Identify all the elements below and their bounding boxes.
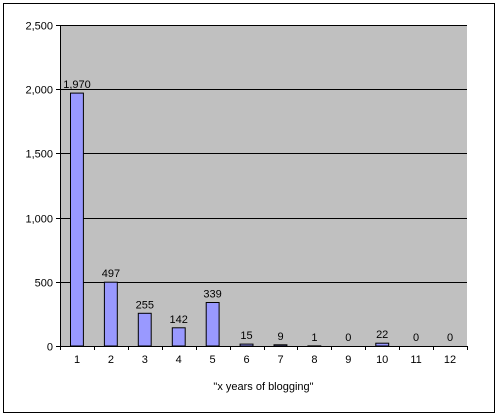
bar <box>273 344 288 347</box>
data-label: 142 <box>170 314 188 326</box>
y-tick-label: 1,000 <box>25 214 53 226</box>
x-tick-label: 8 <box>311 354 317 366</box>
y-tick-label: 2,000 <box>25 85 53 97</box>
gridlines <box>60 25 467 283</box>
x-axis-title: "x years of blogging" <box>213 381 313 393</box>
bar <box>375 342 390 347</box>
x-tick-label: 4 <box>176 354 182 366</box>
x-tick-label: 2 <box>108 354 114 366</box>
data-label: 1 <box>311 332 317 344</box>
data-label: 0 <box>447 332 453 344</box>
bar <box>103 281 118 347</box>
data-label: 0 <box>345 332 351 344</box>
bar <box>239 343 254 347</box>
axes <box>56 25 468 350</box>
bar <box>70 92 84 347</box>
plot-area <box>60 25 467 346</box>
y-tick-label: 500 <box>35 278 53 290</box>
x-tick-label: 3 <box>142 354 148 366</box>
y-tick-label: 2,500 <box>25 21 53 33</box>
x-tick-label: 6 <box>243 354 249 366</box>
data-labels: 1,970 497 255 142 339 15 9 1 0 22 0 0 <box>63 79 453 344</box>
data-label: 1,970 <box>63 79 91 91</box>
data-label: 255 <box>136 299 154 311</box>
bar <box>171 327 186 347</box>
x-tick-labels: 1 2 3 4 5 6 7 8 9 10 11 12 <box>74 354 456 366</box>
data-label: 22 <box>376 329 388 341</box>
x-tick-label: 10 <box>376 354 388 366</box>
x-tick-label: 9 <box>345 354 351 366</box>
data-label: 9 <box>277 331 283 343</box>
bars <box>70 92 390 347</box>
x-tick-label: 5 <box>210 354 216 366</box>
bar <box>137 312 152 347</box>
x-tick-label: 1 <box>74 354 80 366</box>
x-tick-label: 11 <box>410 354 421 366</box>
bar <box>205 302 220 347</box>
data-label: 339 <box>203 289 221 301</box>
y-tick-label: 1,500 <box>25 149 53 161</box>
data-label: 497 <box>102 268 120 280</box>
y-tick-labels: 0 500 1,000 1,500 2,000 2,500 <box>25 21 53 354</box>
y-tick-label: 0 <box>47 342 53 354</box>
x-tick-label: 12 <box>444 354 456 366</box>
x-tick-label: 7 <box>277 354 283 366</box>
data-label: 15 <box>240 330 252 342</box>
data-label: 0 <box>413 332 419 344</box>
